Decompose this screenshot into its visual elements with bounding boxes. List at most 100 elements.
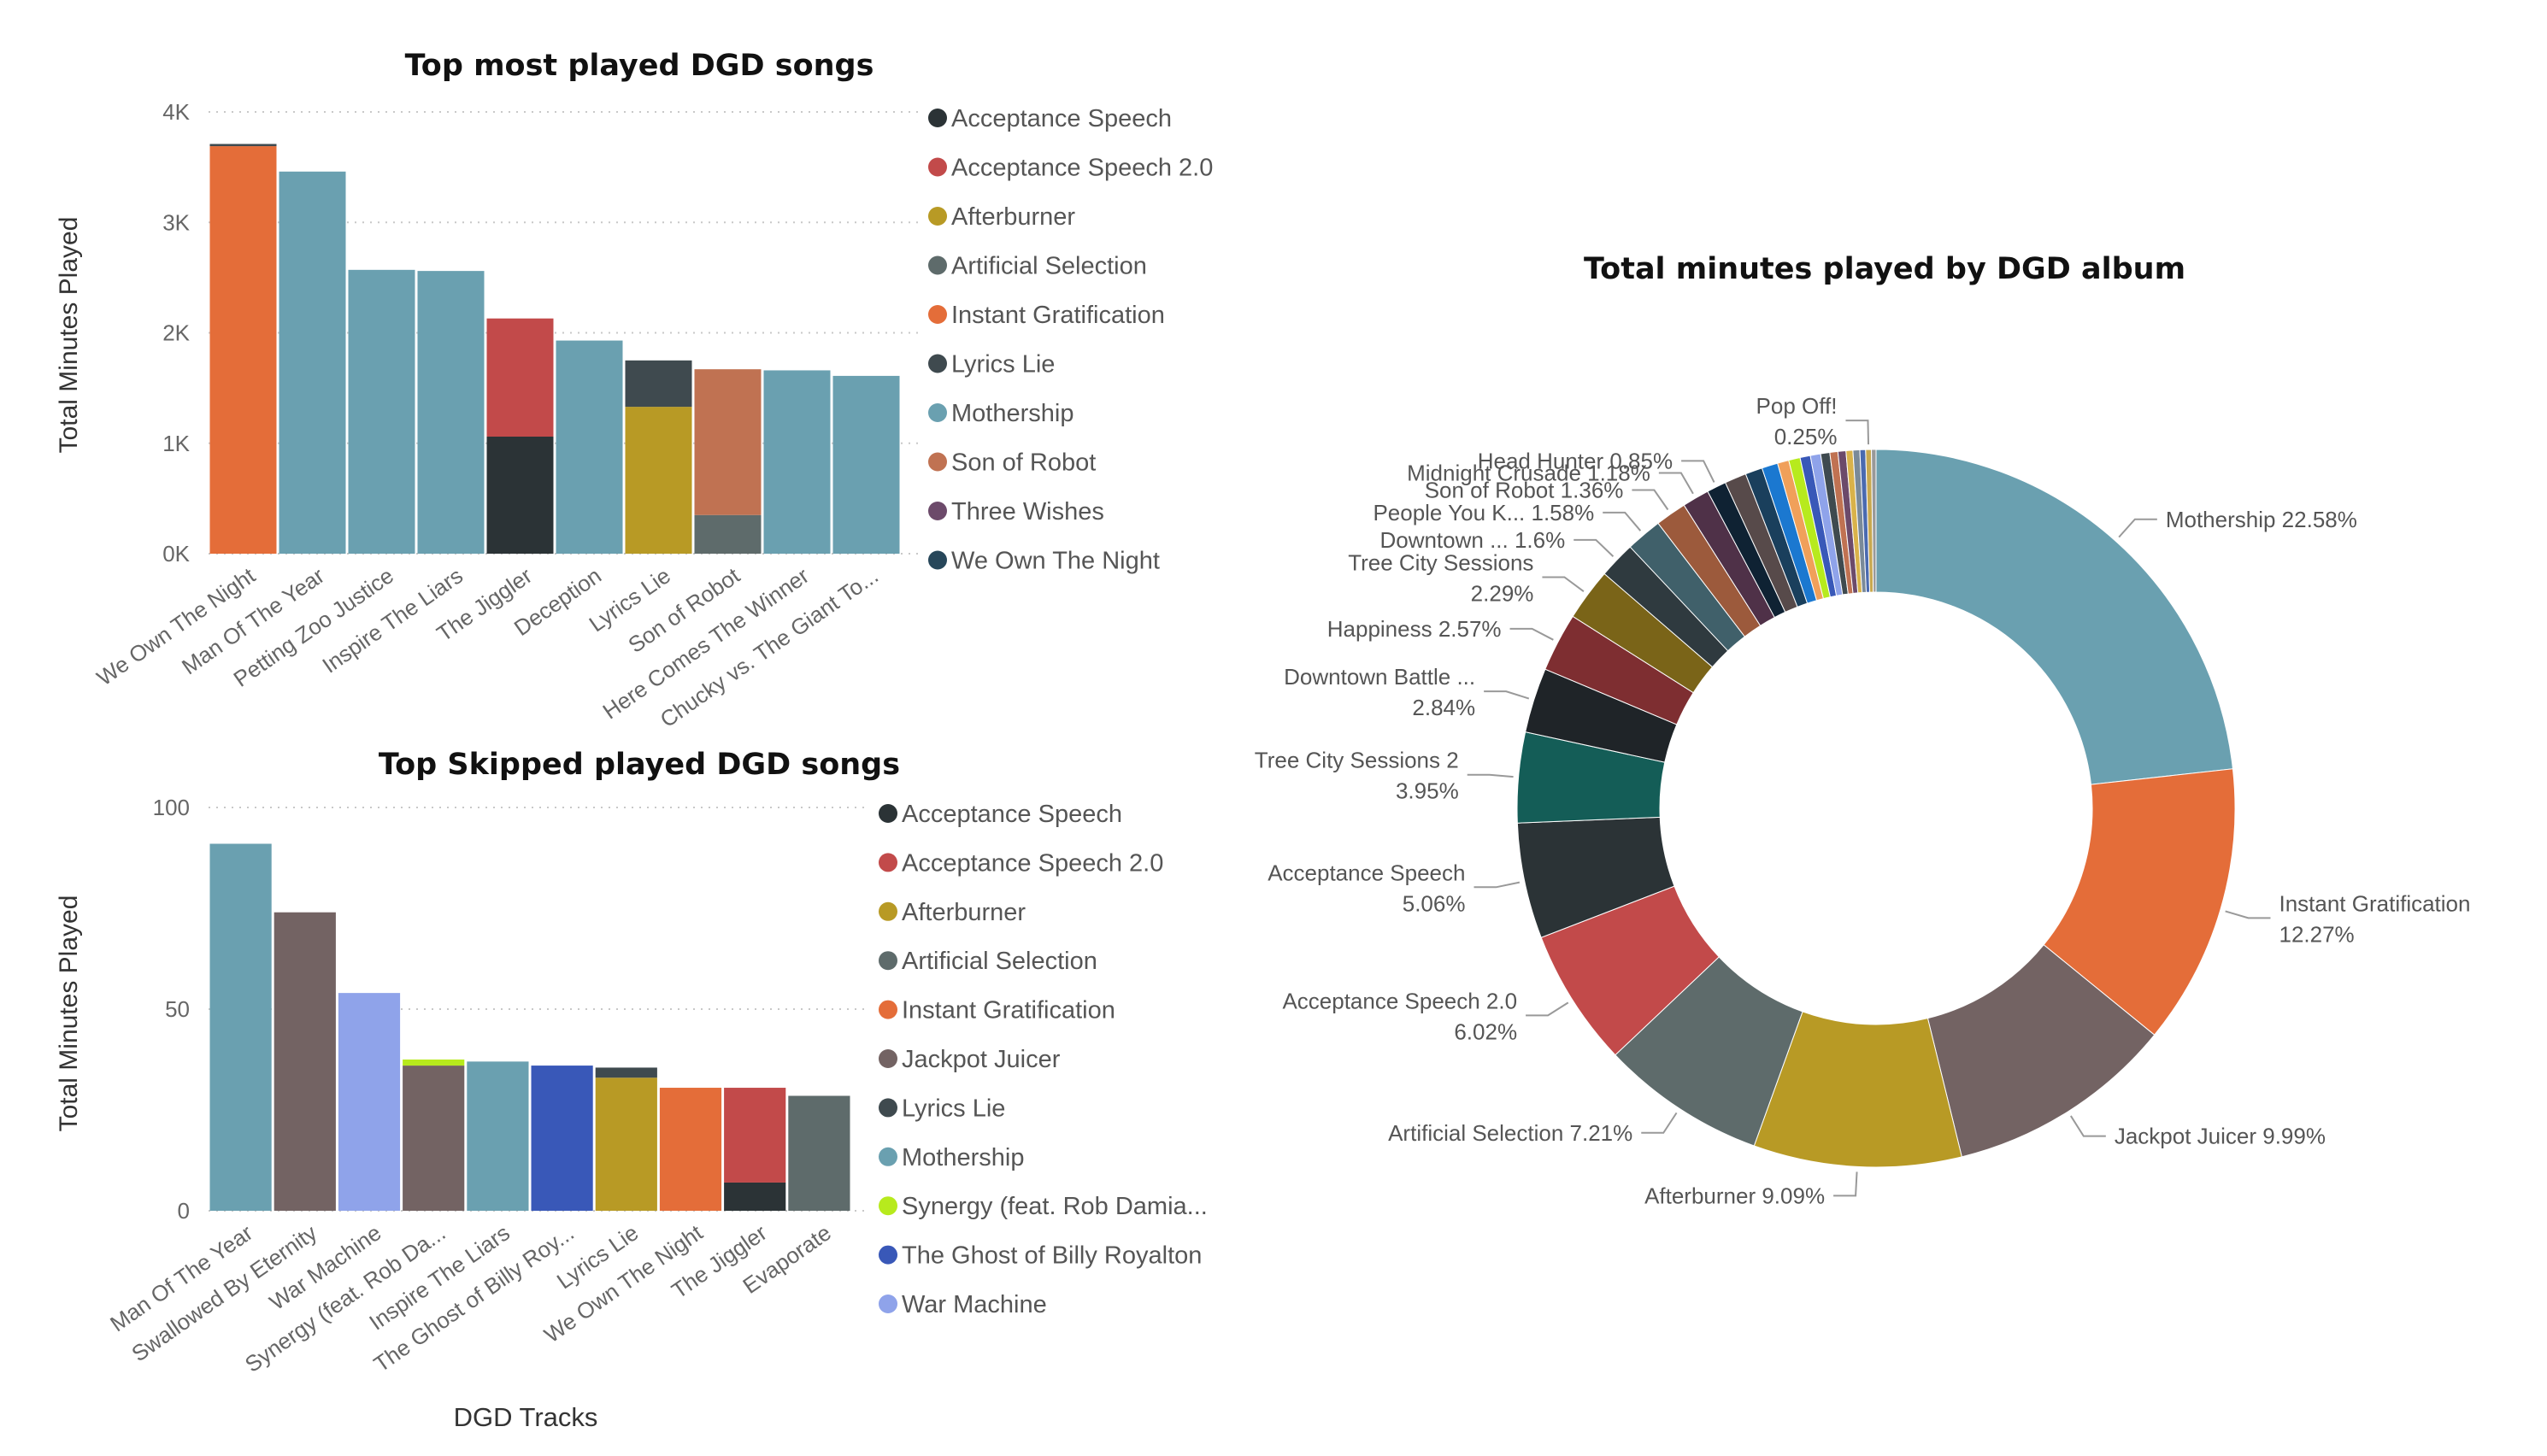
bar-war-machine-war-machine [338, 993, 401, 1211]
legend-label-mothership: Mothership [951, 400, 1074, 427]
bar-the-jiggler-acceptance-speech [486, 436, 554, 554]
y-axis-label-top-skipped: Total Minutes Played [55, 895, 83, 1132]
bar-lyrics-lie-afterburner [625, 407, 692, 554]
legend-marker-acceptance-speech [928, 109, 947, 127]
chart-title-top-skipped: Top Skipped played DGD songs [379, 748, 900, 782]
bar-lyrics-lie-afterburner [595, 1077, 657, 1211]
donut-slice-mothership [1875, 449, 2234, 785]
legend-label-we-own-the-night: We Own The Night [951, 548, 1160, 575]
bar-son-of-robot-son-of-robot [694, 369, 762, 515]
bar-lyrics-lie-lyrics-lie [595, 1067, 657, 1078]
legend-label-acceptance-speech-2-0: Acceptance Speech 2.0 [902, 849, 1163, 877]
leader-line [1632, 489, 1669, 511]
legend-marker-instant-gratification [879, 1000, 897, 1019]
chart-title-top-played: Top most played DGD songs [405, 49, 874, 83]
leader-line [1473, 881, 1521, 889]
leader-line [1526, 1001, 1569, 1017]
legend-label-lyrics-lie: Lyrics Lie [902, 1095, 1005, 1122]
bar-inspire-the-liars-mothership [467, 1061, 529, 1211]
slice-label-artificial-selection: Artificial Selection 7.21% [1388, 1120, 1632, 1146]
legend-marker-synergy-feat-rob-damia [879, 1196, 897, 1216]
slice-label-instant-gratification: Instant Gratification 12.27% [2279, 890, 2470, 947]
legend-label-son-of-robot: Son of Robot [951, 449, 1096, 477]
bar-man-of-the-year-mothership [279, 171, 346, 555]
leader-line [1641, 1112, 1678, 1134]
bar-evaporate-artificial-selection [788, 1095, 850, 1211]
bar-chucky-vs-the-giant-to-mothership [832, 375, 900, 554]
legend-marker-lyrics-lie [879, 1098, 897, 1118]
legend-label-acceptance-speech: Acceptance Speech [951, 105, 1172, 132]
legend-label-synergy-feat-rob-damia: Synergy (feat. Rob Damia... [902, 1193, 1208, 1220]
slice-label-happiness: Happiness 2.57% [1327, 616, 1502, 642]
legend-marker-mothership [928, 403, 947, 422]
legend-marker-mothership [879, 1147, 897, 1166]
leader-line [1681, 460, 1715, 483]
leader-line [2070, 1115, 2106, 1137]
x-axis-label-top-skipped: DGD Tracks [454, 1402, 598, 1432]
bar-synergy-feat-rob-da-jackpot-juicer [403, 1066, 465, 1211]
y-tick-label: 50 [165, 996, 190, 1022]
leader-line [1603, 511, 1642, 531]
bar-the-jiggler-acceptance-speech-2-0 [486, 318, 554, 437]
legend-label-three-wishes: Three Wishes [951, 498, 1104, 525]
y-tick-label: 0K [162, 541, 190, 567]
legend-label-artificial-selection: Artificial Selection [902, 948, 1097, 975]
legend-marker-son-of-robot [928, 452, 947, 472]
y-axis-label-top-played: Total Minutes Played [55, 217, 83, 454]
legend-marker-acceptance-speech [879, 804, 897, 823]
leader-line [1658, 472, 1694, 495]
legend-marker-the-ghost-of-billy-royalton [879, 1245, 897, 1265]
bar-synergy-feat-rob-da-synergy-feat-rob-damia [403, 1060, 465, 1066]
leader-line [1573, 538, 1615, 557]
bar-we-own-the-night-instant-gratification [209, 146, 277, 554]
legend-marker-we-own-the-night [928, 550, 947, 570]
legend-label-afterburner: Afterburner [902, 899, 1026, 926]
leader-line [1833, 1171, 1858, 1197]
legend-label-acceptance-speech-2-0: Acceptance Speech 2.0 [951, 155, 1213, 182]
y-tick-label: 4K [162, 99, 190, 125]
bar-son-of-robot-artificial-selection [694, 514, 762, 554]
legend-marker-war-machine [879, 1295, 897, 1313]
legend-label-acceptance-speech: Acceptance Speech [902, 801, 1122, 828]
legend-marker-acceptance-speech-2-0 [928, 157, 947, 177]
leader-line [1542, 576, 1585, 592]
y-tick-label: 2K [162, 320, 190, 346]
y-tick-label: 3K [162, 209, 190, 235]
bar-lyrics-lie-lyrics-lie [625, 360, 692, 408]
leader-line [1467, 773, 1514, 778]
chart-title-album-donut: Total minutes played by DGD album [1584, 252, 2185, 286]
leader-line [2225, 910, 2271, 919]
legend-marker-afterburner [879, 901, 897, 921]
legend-label-instant-gratification: Instant Gratification [902, 997, 1115, 1024]
slice-label-son-of-robot: Son of Robot 1.36% [1425, 478, 1624, 503]
legend-marker-three-wishes [928, 502, 947, 520]
bar-the-jiggler-acceptance-speech-2-0 [724, 1088, 786, 1183]
slice-label-tree-city-sessions: Tree City Sessions 2.29% [1348, 549, 1533, 606]
legend-marker-jackpot-juicer [879, 1049, 897, 1068]
slice-label-mothership: Mothership 22.58% [2166, 507, 2357, 532]
bar-the-ghost-of-billy-roy-the-ghost-of-billy-royalton [531, 1066, 593, 1211]
slice-label-acceptance-speech-2-0: Acceptance Speech 2.0 6.02% [1282, 988, 1517, 1044]
legend-label-lyrics-lie: Lyrics Lie [951, 351, 1055, 379]
bar-petting-zoo-justice-mothership [348, 269, 415, 554]
bar-here-comes-the-winner-mothership [763, 370, 831, 554]
slice-label-head-hunter: Head Hunter 0.85% [1478, 448, 1673, 473]
album-donut-chart: Mothership 22.58% Instant Gratification 12… [1255, 393, 2471, 1208]
bar-we-own-the-night-lyrics-lie [209, 144, 277, 147]
slice-label-jackpot-juicer: Jackpot Juicer 9.99% [2115, 1124, 2326, 1149]
legend-marker-artificial-selection [928, 255, 947, 275]
legend-label-mothership: Mothership [902, 1144, 1024, 1171]
legend-marker-instant-gratification [928, 305, 947, 324]
legend-marker-acceptance-speech-2-0 [879, 853, 897, 872]
slice-label-tree-city-sessions-2: Tree City Sessions 2 3.95% [1255, 748, 1459, 804]
slice-label-downtown-battle: Downtown Battle ... 2.84% [1284, 664, 1475, 720]
y-tick-label: 1K [162, 431, 190, 456]
leader-line [1509, 627, 1554, 641]
bar-deception-mothership [556, 340, 623, 554]
bar-we-own-the-night-instant-gratification [659, 1088, 722, 1211]
y-tick-label: 100 [153, 795, 190, 820]
leader-line [2118, 518, 2157, 538]
